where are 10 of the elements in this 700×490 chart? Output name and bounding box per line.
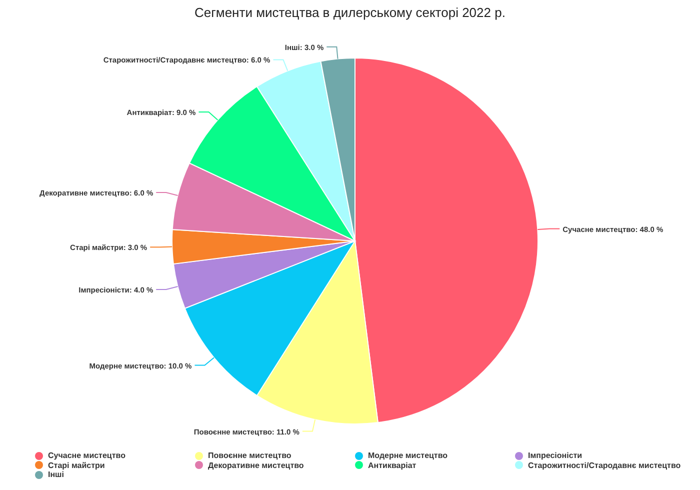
- chart-title: Сегменти мистецтва в дилерському секторі 2022 р.: [194, 5, 506, 20]
- legend-label: Сучасне мистецтво: [48, 451, 126, 460]
- legend-label: Старожитності/Стародавнє мистецтво: [528, 460, 681, 470]
- legend-label: Інші: [48, 470, 64, 480]
- legend-label: Повоєнне мистецтво: [208, 451, 292, 460]
- legend-label: Декоративне мистецтво: [208, 460, 304, 470]
- legend-label: Модерне мистецтво: [368, 451, 448, 460]
- legend-label: Старі майстри: [48, 460, 105, 470]
- legend-label: Імпресіоністи: [528, 451, 582, 460]
- legend-label: Антикваріат: [368, 460, 416, 470]
